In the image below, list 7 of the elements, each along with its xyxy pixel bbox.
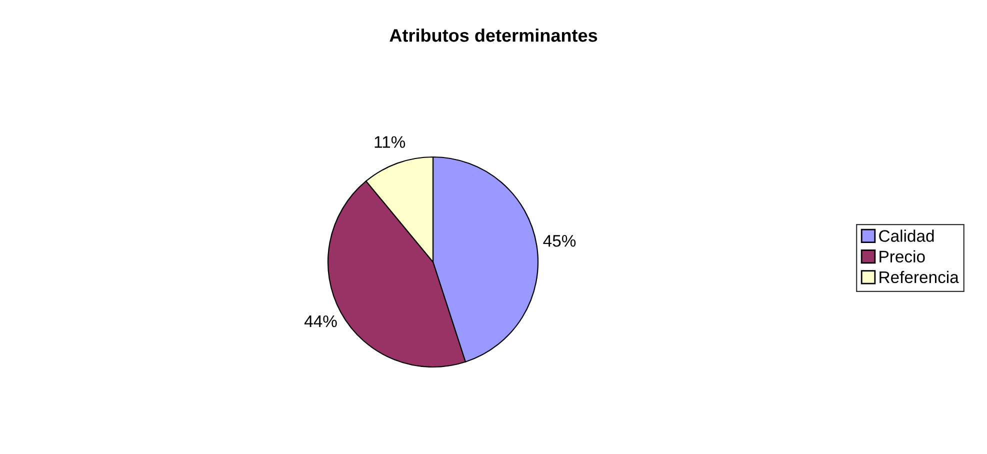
data-label: 44% — [304, 315, 337, 328]
data-label: 45% — [543, 235, 576, 247]
legend-label: Calidad — [879, 230, 934, 242]
chart-title: Atributos determinantes — [390, 28, 598, 42]
legend-label: Precio — [880, 250, 925, 263]
data-label: 11% — [374, 136, 406, 148]
legend-label: Referencia — [880, 270, 959, 284]
